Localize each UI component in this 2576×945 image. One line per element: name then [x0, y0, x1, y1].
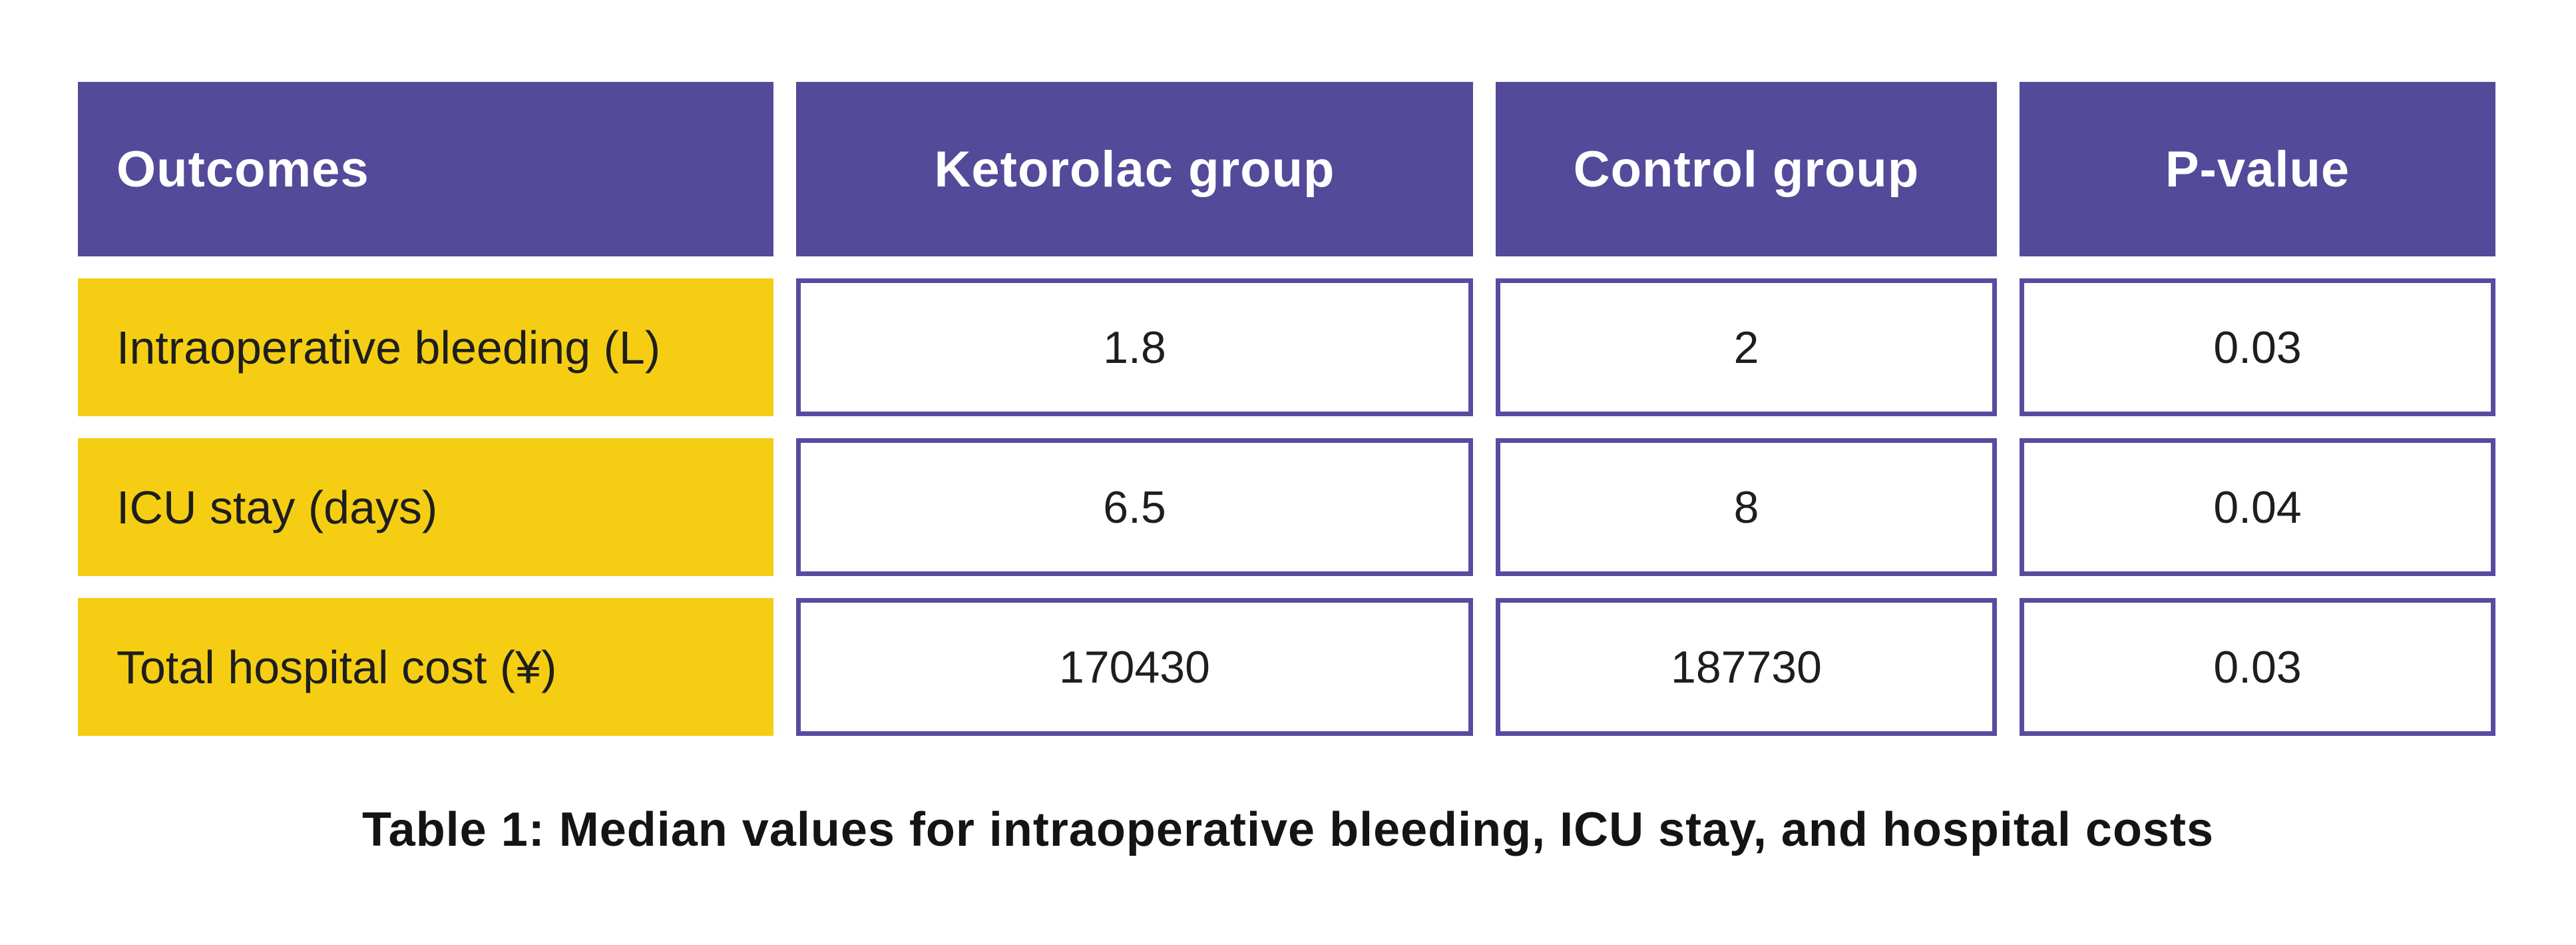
outcomes-table: Outcomes Ketorolac group Control group P…	[78, 82, 2495, 736]
header-cell-p-value: P-value	[2020, 82, 2495, 256]
header-cell-ketorolac-group: Ketorolac group	[796, 82, 1473, 256]
header-cell-outcomes: Outcomes	[78, 82, 773, 256]
value-cost-control: 187730	[1496, 598, 1997, 736]
value-cost-ketorolac: 170430	[796, 598, 1473, 736]
table-caption: Table 1: Median values for intraoperativ…	[362, 803, 2214, 856]
value-bleeding-control: 2	[1496, 278, 1997, 416]
row-label-icu-stay: ICU stay (days)	[78, 438, 773, 576]
value-bleeding-p-value: 0.03	[2020, 278, 2495, 416]
row-label-total-hospital-cost: Total hospital cost (¥)	[78, 598, 773, 736]
value-cost-p-value: 0.03	[2020, 598, 2495, 736]
value-icu-p-value: 0.04	[2020, 438, 2495, 576]
value-icu-control: 8	[1496, 438, 1997, 576]
header-cell-control-group: Control group	[1496, 82, 1997, 256]
value-bleeding-ketorolac: 1.8	[796, 278, 1473, 416]
value-icu-ketorolac: 6.5	[796, 438, 1473, 576]
row-label-intraoperative-bleeding: Intraoperative bleeding (L)	[78, 278, 773, 416]
